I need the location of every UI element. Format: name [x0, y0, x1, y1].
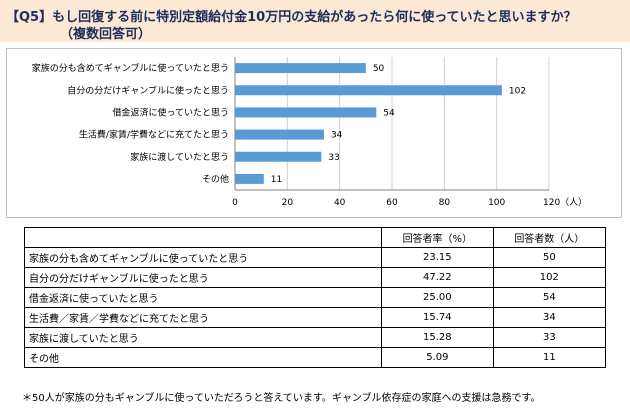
- bar: [235, 107, 377, 118]
- data-label: 50: [373, 64, 385, 74]
- footnote: ＊50人が家族の分もギャンブルに使っていただろうと答えています。ギャンブル依存症…: [22, 393, 541, 404]
- title-band: [0, 0, 630, 42]
- data-label: 33: [328, 153, 339, 163]
- data-label: 102: [509, 86, 526, 96]
- data-label: 11: [271, 175, 282, 185]
- category-label: その他: [202, 173, 229, 185]
- data-label: 54: [383, 108, 395, 118]
- x-tick-label: 40: [334, 198, 346, 208]
- table-header-count: 回答者数（人）: [492, 227, 607, 248]
- data-table: 回答者率（%） 回答者数（人） 家族の分も含めてギャンブルに使っていたと思う 2…: [24, 227, 607, 368]
- row-count: 34: [492, 307, 607, 328]
- data-label: 34: [331, 131, 343, 141]
- page-title: 【Q5】もし回復する前に特別定額給付金10万円の支給があったら何に使っていたと思…: [6, 10, 577, 25]
- row-count: 50: [492, 247, 607, 268]
- category-label: 家族に渡していたと思う: [130, 151, 229, 163]
- row-label: 借金返済に使っていたと思う: [24, 287, 382, 308]
- bar-chart: 0 20 40 60 80 100 120（人） 家族の分も含めてギャンブルに使っていたと思う…: [32, 57, 587, 208]
- row-label: その他: [24, 347, 382, 368]
- x-tick-label: 120（人）: [543, 197, 587, 208]
- category-label: 家族の分も含めてギャンブルに使っていたと思う: [32, 62, 229, 74]
- table-row: その他 5.09 11: [24, 347, 607, 368]
- bar: [235, 173, 264, 184]
- chart-frame: [6, 48, 622, 218]
- row-label: 家族の分も含めてギャンブルに使っていたと思う: [24, 247, 382, 268]
- bar: [235, 151, 322, 162]
- bar: [235, 85, 502, 96]
- row-rate: 15.28: [381, 327, 494, 348]
- table-row: 自分の分だけギャンブルに使ったと思う 47.22 102: [24, 267, 607, 288]
- bar: [235, 63, 366, 74]
- x-tick-label: 100: [488, 198, 505, 208]
- table-row: 家族に渡していたと思う 15.28 33: [24, 327, 607, 348]
- row-label: 自分の分だけギャンブルに使ったと思う: [24, 267, 382, 288]
- row-rate: 15.74: [381, 307, 494, 328]
- table-row: 借金返済に使っていたと思う 25.00 54: [24, 287, 607, 308]
- page-subtitle: （複数回答可）: [60, 27, 152, 42]
- x-tick-label: 20: [282, 198, 294, 208]
- row-label: 生活費／家賃／学費などに充てたと思う: [24, 307, 382, 328]
- row-rate: 23.15: [381, 247, 494, 268]
- row-count: 54: [492, 287, 607, 308]
- category-label: 生活費/家賃/学費などに充てたと思う: [79, 129, 229, 141]
- x-tick-label: 60: [386, 198, 398, 208]
- table-header-label: [24, 227, 382, 248]
- table-header-rate: 回答者率（%）: [381, 227, 494, 248]
- x-tick-label: 0: [232, 198, 238, 208]
- row-rate: 47.22: [381, 267, 494, 288]
- category-label: 自分の分だけギャンブルに使ったと思う: [67, 84, 229, 96]
- category-label: 借金返済に使っていたと思う: [112, 106, 229, 118]
- bar: [235, 129, 324, 140]
- row-count: 102: [492, 267, 607, 288]
- table-row: 家族の分も含めてギャンブルに使っていたと思う 23.15 50: [24, 247, 607, 268]
- row-label: 家族に渡していたと思う: [24, 327, 382, 348]
- table-header-row: 回答者率（%） 回答者数（人）: [24, 227, 607, 248]
- row-rate: 25.00: [381, 287, 494, 308]
- row-rate: 5.09: [381, 347, 494, 368]
- x-tick-label: 80: [439, 198, 451, 208]
- row-count: 33: [492, 327, 607, 348]
- table-row: 生活費／家賃／学費などに充てたと思う 15.74 34: [24, 307, 607, 328]
- row-count: 11: [492, 347, 607, 368]
